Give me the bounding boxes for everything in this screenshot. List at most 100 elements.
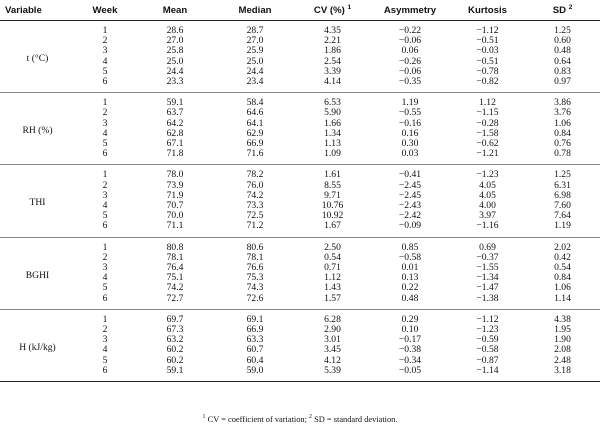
- kurtosis-cell: 1.12: [479, 97, 496, 109]
- asymmetry-cell: 0.03: [370, 149, 450, 166]
- sd-cell: 7.64: [554, 210, 571, 222]
- table-row: 2 73.9 76.0 8.55 −2.45 4.05 6.31: [0, 180, 600, 191]
- mean-cell: 28.6: [166, 25, 184, 36]
- median-cell: 76.6: [246, 262, 264, 274]
- sd-cell: 0.76: [554, 138, 571, 150]
- header-cv: CV (%) 1: [295, 0, 370, 21]
- sd-cell: 1.06: [554, 117, 571, 129]
- median-cell: 28.7: [246, 25, 264, 36]
- table-footnote: 1 CV = coefficient of variation; 2 SD = …: [0, 414, 600, 424]
- header-sd-footnote-mark: 2: [568, 3, 573, 11]
- kurtosis-cell: −1.15: [476, 107, 499, 119]
- sd-cell: 3.76: [554, 107, 571, 119]
- table-row: 3 63.2 63.3 3.01 −0.17 −0.59 1.90: [0, 335, 600, 345]
- table-row: 4 75.1 75.3 1.12 0.13 −1.34 0.84: [0, 273, 600, 283]
- week-cell: 4: [102, 200, 108, 212]
- cv-cell: 10.92: [321, 210, 344, 222]
- asymmetry-cell: −0.17: [398, 334, 422, 346]
- footnote-mark-1: 1: [202, 414, 206, 421]
- week-cell: 4: [102, 344, 108, 356]
- median-cell: 60.4: [246, 354, 264, 366]
- week-cell: 1: [102, 169, 108, 181]
- table-body: t (°C) 1 28.6 28.7 4.35 −0.22 −1.12 1.25 2 27.0 27…: [0, 20, 600, 383]
- week-cell: 4: [102, 127, 108, 139]
- table-row: 5 67.1 66.9 1.13 0.30 −0.62 0.76: [0, 138, 600, 150]
- sd-cell: 0.84: [554, 272, 571, 284]
- sd-cell: 6.98: [554, 189, 571, 201]
- cv-cell: 1.86: [324, 45, 341, 57]
- median-cell: 72.5: [246, 210, 264, 222]
- kurtosis-cell: −1.38: [450, 293, 525, 310]
- median-cell: 66.9: [246, 138, 264, 150]
- table-row: THI 1 78.0 78.2 1.61 −0.41 −1.23 1.25: [0, 164, 600, 238]
- asymmetry-cell: 0.01: [401, 262, 419, 274]
- table-row: 3 76.4 76.6 0.71 0.01 −1.55 0.54: [0, 262, 600, 274]
- mean-cell: 71.1: [135, 221, 215, 238]
- asymmetry-cell: −0.16: [398, 117, 422, 129]
- mean-cell: 69.7: [166, 313, 184, 325]
- median-cell: 78.2: [246, 169, 264, 181]
- table-row: t (°C) 1 28.6 28.7 4.35 −0.22 −1.12 1.25: [0, 20, 600, 94]
- table-row: RH (%) 1 59.1 58.4 6.53 1.19 1.12 3.86: [0, 92, 600, 166]
- week-cell: 5: [102, 210, 108, 222]
- header-asymmetry: Asymmetry: [370, 0, 450, 21]
- table-row: 3 64.2 64.1 1.66 −0.16 −0.28 1.06: [0, 117, 600, 129]
- kurtosis-cell: −0.87: [476, 354, 499, 366]
- sd-cell: 3.86: [554, 97, 571, 109]
- table-row: 4 25.0 25.0 2.54 −0.26 −0.51 0.64: [0, 55, 600, 67]
- mean-cell: 75.1: [166, 272, 184, 284]
- mean-cell: 80.8: [166, 241, 184, 253]
- cv-cell: 1.57: [295, 293, 370, 310]
- cv-cell: 1.09: [295, 149, 370, 166]
- week-cell: 3: [102, 262, 108, 274]
- week-cell: 1: [102, 241, 108, 253]
- kurtosis-cell: −0.51: [476, 35, 499, 47]
- median-cell: 64.6: [246, 107, 264, 119]
- median-cell: 69.1: [246, 313, 264, 325]
- kurtosis-cell: −1.23: [476, 324, 499, 336]
- sd-cell: 1.14: [525, 293, 600, 310]
- asymmetry-cell: 0.16: [401, 127, 419, 139]
- median-cell: 64.1: [246, 117, 264, 129]
- week-cell: 2: [102, 324, 108, 336]
- mean-cell: 24.4: [166, 65, 184, 77]
- week-cell: 5: [102, 282, 108, 294]
- mean-cell: 78.1: [166, 251, 184, 263]
- mean-cell: 78.0: [166, 169, 184, 181]
- kurtosis-cell: −1.23: [476, 169, 499, 181]
- week-cell: 6: [75, 221, 135, 238]
- median-cell: 74.3: [246, 282, 264, 294]
- mean-cell: 71.8: [135, 149, 215, 166]
- table-row: 3 71.9 74.2 9.71 −2.45 4.05 6.98: [0, 189, 600, 201]
- week-cell: 6: [75, 293, 135, 310]
- cv-cell: 2.54: [324, 55, 341, 67]
- asymmetry-cell: −0.35: [370, 77, 450, 94]
- week-cell: 1: [102, 25, 108, 36]
- header-median: Median: [215, 0, 295, 21]
- variable-label: t (°C): [0, 20, 75, 94]
- table-row: BGHI 1 80.8 80.6 2.50 0.85 0.69 2.02: [0, 237, 600, 310]
- kurtosis-cell: −0.28: [476, 117, 499, 129]
- mean-cell: 62.8: [166, 127, 184, 139]
- week-cell: 4: [102, 272, 108, 284]
- mean-cell: 25.0: [166, 55, 184, 67]
- sd-cell: 1.25: [554, 25, 571, 36]
- sd-cell: 1.19: [525, 221, 600, 238]
- table-row: 2 27.0 27.0 2.21 −0.06 −0.51 0.60: [0, 35, 600, 47]
- asymmetry-cell: −0.05: [370, 365, 450, 383]
- asymmetry-cell: 0.06: [401, 45, 419, 57]
- asymmetry-cell: −2.45: [398, 189, 422, 201]
- mean-cell: 60.2: [166, 344, 184, 356]
- table-row: 4 60.2 60.7 3.45 −0.38 −0.58 2.08: [0, 345, 600, 355]
- kurtosis-cell: −0.37: [476, 251, 499, 263]
- cv-cell: 10.76: [321, 200, 344, 212]
- median-cell: 73.3: [246, 200, 264, 212]
- header-row: Variable Week Mean Median CV (%) 1 Asymm…: [0, 0, 600, 21]
- cv-cell: 4.12: [324, 354, 341, 366]
- week-cell: 2: [102, 251, 108, 263]
- mean-cell: 60.2: [166, 354, 184, 366]
- mean-cell: 23.3: [135, 77, 215, 94]
- mean-cell: 74.2: [166, 282, 184, 294]
- cv-cell: 1.66: [324, 117, 341, 129]
- median-cell: 72.6: [215, 293, 295, 310]
